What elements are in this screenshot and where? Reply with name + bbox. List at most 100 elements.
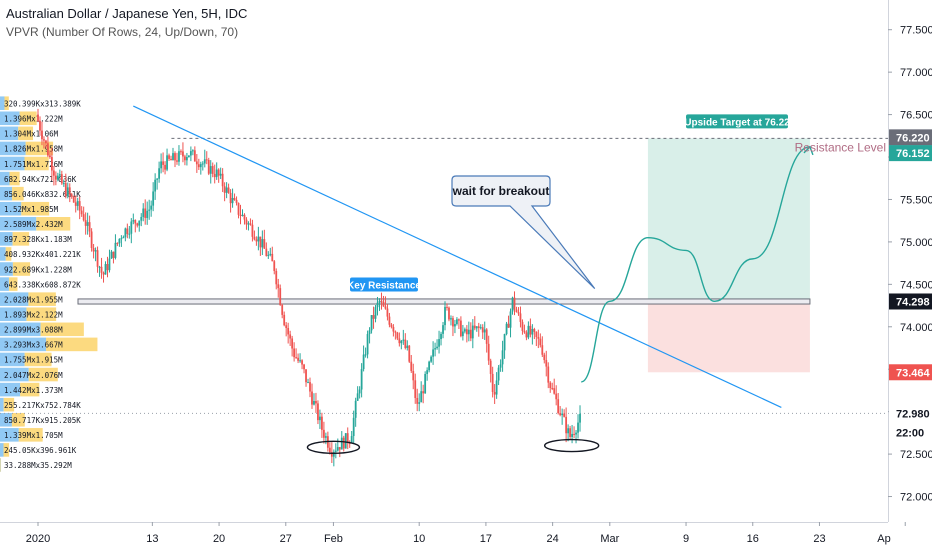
badge-current-bg bbox=[889, 145, 932, 162]
vp-up-bar bbox=[0, 397, 4, 412]
candle-body bbox=[459, 320, 462, 337]
candle-body bbox=[255, 239, 258, 242]
candle-body bbox=[366, 334, 369, 355]
vp-row-label: 33.288Mx35.292M bbox=[4, 461, 72, 470]
stop-zone bbox=[647, 301, 810, 373]
vp-up-bar bbox=[0, 307, 27, 322]
candle-body bbox=[334, 450, 337, 452]
candle-body bbox=[541, 345, 544, 355]
candle-body bbox=[311, 391, 313, 405]
candle-body bbox=[158, 168, 161, 179]
candle-body bbox=[388, 316, 391, 325]
x-tick-label: 9 bbox=[683, 533, 689, 545]
candle-body bbox=[172, 153, 174, 161]
candle-body bbox=[277, 284, 280, 289]
vp-up-bar bbox=[0, 201, 22, 216]
badge-target-bg bbox=[889, 129, 932, 146]
candle-body bbox=[442, 325, 444, 334]
vp-row-label: 643.338Kx608.872K bbox=[4, 280, 81, 289]
vp-row-label: 3.293Mx3.667M bbox=[4, 341, 63, 350]
vp-up-bar bbox=[0, 428, 19, 442]
candle-body bbox=[199, 164, 202, 168]
candle-body bbox=[307, 382, 309, 384]
candle-body bbox=[203, 159, 206, 164]
x-tick-label: 20 bbox=[213, 533, 225, 545]
candle-body bbox=[553, 388, 556, 394]
candle-body bbox=[485, 329, 488, 344]
vp-up-bar bbox=[0, 111, 20, 126]
candle-body bbox=[579, 413, 581, 423]
candle-body bbox=[197, 164, 200, 168]
candle-body bbox=[328, 447, 331, 453]
vp-row-label: 1.751Mx1.726M bbox=[4, 160, 63, 169]
candle-body bbox=[481, 327, 484, 333]
candle-body bbox=[116, 242, 119, 244]
vp-row-label: 2.028Mx1.955M bbox=[4, 295, 63, 304]
vp-row-label: 682.94Kx721.036K bbox=[4, 175, 77, 184]
candle-body bbox=[126, 228, 129, 235]
candle-body bbox=[273, 261, 276, 271]
candle-body bbox=[497, 367, 500, 381]
vp-up-bar bbox=[0, 443, 4, 457]
candle-body bbox=[233, 197, 236, 200]
vp-row-label: 2.899Mx3.088M bbox=[4, 326, 63, 335]
vp-down-bar bbox=[18, 428, 43, 442]
badge-target: 76.220 bbox=[896, 132, 930, 144]
vp-down-bar bbox=[12, 186, 24, 201]
vp-down-bar bbox=[36, 217, 71, 231]
candle-body bbox=[49, 155, 51, 158]
drawings bbox=[133, 105, 814, 455]
candle-body bbox=[317, 403, 319, 421]
candle-body bbox=[356, 393, 359, 401]
x-tick-label: 2020 bbox=[26, 533, 50, 545]
projection-arrowhead bbox=[803, 145, 814, 156]
candle-body bbox=[227, 187, 230, 193]
candle-body bbox=[344, 433, 347, 449]
candle-body bbox=[54, 175, 57, 180]
candle-body bbox=[315, 401, 317, 404]
candle-body bbox=[56, 175, 59, 180]
candle-body bbox=[207, 159, 210, 174]
candle-body bbox=[213, 173, 216, 178]
candle-body bbox=[144, 208, 147, 218]
candle-body bbox=[446, 306, 448, 308]
y-tick-label: 74.000 bbox=[900, 322, 932, 334]
candle-body bbox=[66, 187, 69, 196]
vp-up-bar bbox=[0, 337, 47, 352]
candle-body bbox=[404, 339, 407, 348]
candle-body bbox=[142, 208, 145, 217]
candle-body bbox=[342, 437, 345, 449]
vp-row-label: 245.05Kx396.961K bbox=[4, 446, 77, 455]
x-tick-label: 27 bbox=[280, 533, 292, 545]
vp-row-label: 1.893Mx2.122M bbox=[4, 311, 63, 320]
candle-body bbox=[94, 250, 97, 252]
candle-body bbox=[253, 236, 256, 240]
position-zones bbox=[647, 138, 810, 373]
key-resistance-box bbox=[77, 298, 811, 305]
x-tick-label: 24 bbox=[546, 533, 558, 545]
badge-last-bg bbox=[889, 405, 932, 422]
vp-row-label: 897.328Kx1.183M bbox=[4, 235, 72, 244]
candle-body bbox=[382, 301, 385, 307]
upside-target-label: Upside Target at 76.22 bbox=[684, 117, 790, 128]
candle-body bbox=[130, 221, 133, 234]
candle-body bbox=[575, 432, 577, 435]
candle-body bbox=[138, 220, 141, 226]
candle-body bbox=[352, 417, 355, 437]
candle-body bbox=[503, 334, 506, 351]
candle-body bbox=[267, 254, 270, 256]
candle-body bbox=[41, 130, 43, 140]
vp-down-bar bbox=[5, 247, 12, 261]
candle-body bbox=[509, 311, 512, 328]
candle-body bbox=[473, 325, 476, 329]
resistance-level-text: Resistance Level bbox=[795, 140, 886, 154]
annotations: wait for breakout Key Resistance Upside Ta… bbox=[347, 114, 886, 292]
candle-body bbox=[43, 139, 45, 141]
candle-body bbox=[148, 209, 151, 211]
vp-down-bar bbox=[40, 322, 84, 337]
candle-body bbox=[368, 330, 371, 335]
candle-body bbox=[471, 325, 474, 339]
candle-body bbox=[52, 170, 55, 176]
candle-body bbox=[239, 214, 242, 216]
